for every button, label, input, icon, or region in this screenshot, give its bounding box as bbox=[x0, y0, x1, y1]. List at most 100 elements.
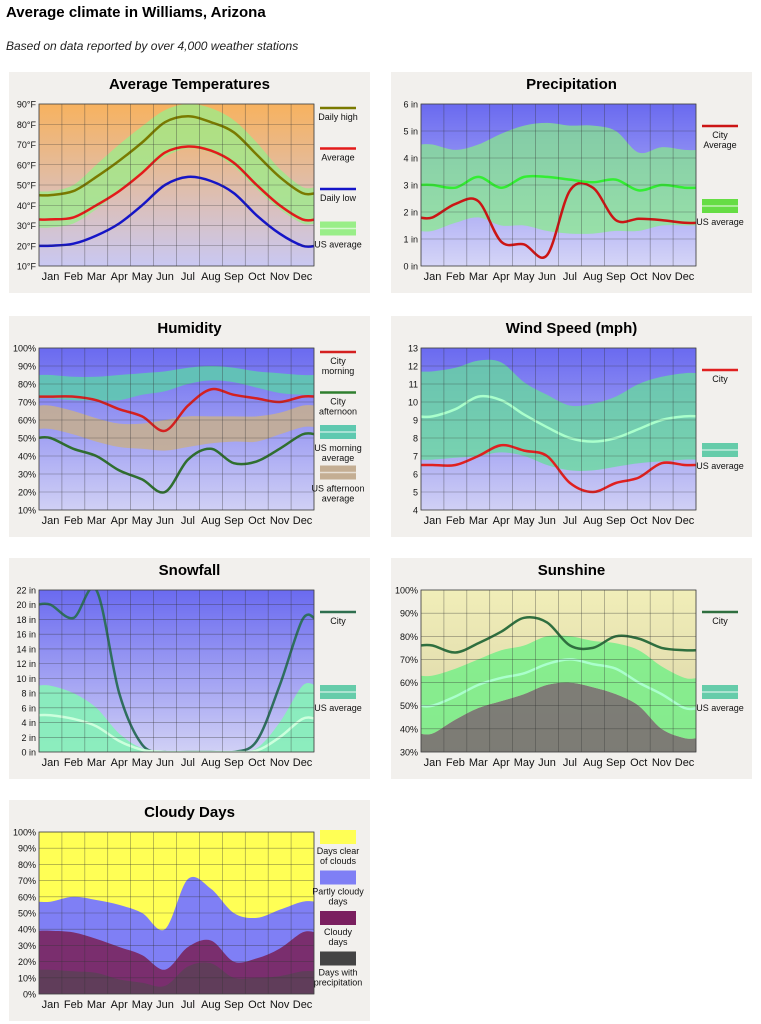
chart-humidity: 10% 20% 30% 40% 50% 60% 70% 80% 90% 100% Jan Feb Mar… bbox=[13, 344, 365, 528]
y-tick-label: 30% bbox=[18, 941, 36, 951]
y-tick-label: 60% bbox=[18, 892, 36, 902]
legend-item-city: City bbox=[702, 368, 738, 384]
y-tick-label: 100% bbox=[13, 828, 36, 838]
legend-item-us-average: US average bbox=[696, 685, 744, 713]
chart-temperature: 10°F 20°F 30°F 40°F 50°F 60°F 70°F 80°F 90°F Jan F… bbox=[17, 100, 362, 284]
x-tick-label: Feb bbox=[64, 271, 83, 283]
legend-label: US average bbox=[314, 240, 362, 250]
legend-label: City bbox=[712, 616, 728, 626]
x-tick-label: Nov bbox=[652, 757, 672, 769]
x-tick-label: Apr bbox=[493, 515, 510, 527]
x-tick-label: Aug bbox=[201, 515, 221, 527]
x-tick-label: Nov bbox=[270, 757, 290, 769]
x-tick-label: Sep bbox=[606, 271, 626, 283]
y-tick-label: 10% bbox=[18, 506, 36, 516]
x-tick-label: Aug bbox=[201, 999, 221, 1011]
plot-border bbox=[38, 831, 315, 995]
y-tick-label: 100% bbox=[395, 586, 418, 596]
x-tick-label: Apr bbox=[493, 757, 510, 769]
legend-swatch bbox=[320, 911, 356, 925]
legend-item-us-average: US average bbox=[314, 685, 362, 713]
legend-label: Daily high bbox=[318, 112, 358, 122]
y-tick-label: 11 bbox=[409, 380, 418, 390]
chart-title: Humidity bbox=[157, 320, 222, 337]
x-tick-label: Apr bbox=[111, 999, 128, 1011]
x-tick-label: Jun bbox=[156, 271, 174, 283]
y-tick-label: 20°F bbox=[17, 241, 37, 251]
x-tick-label: Sep bbox=[606, 515, 626, 527]
y-tick-label: 70% bbox=[400, 655, 418, 665]
y-tick-label: 12 bbox=[408, 362, 418, 372]
chart-title: Average Temperatures bbox=[109, 76, 270, 93]
x-tick-label: Sep bbox=[606, 757, 626, 769]
series-line-city bbox=[39, 590, 314, 752]
x-tick-label: Apr bbox=[111, 515, 128, 527]
x-tick-label: Apr bbox=[111, 271, 128, 283]
y-tick-label: 14 in bbox=[16, 644, 36, 654]
x-tick-label: May bbox=[514, 515, 535, 527]
x-tick-label: Jun bbox=[538, 515, 556, 527]
y-tick-label: 60% bbox=[18, 416, 36, 426]
y-tick-label: 16 in bbox=[16, 630, 36, 640]
legend-swatch bbox=[320, 870, 356, 885]
x-tick-label: Oct bbox=[630, 515, 647, 527]
legend-label: City bbox=[330, 616, 346, 626]
x-tick-label: Jul bbox=[181, 271, 195, 283]
legend-item-us-average: US average bbox=[696, 443, 744, 471]
chart-snowfall: 0 in 2 in 4 in 6 in 8 in 10 in 12 in 14 in 16 in… bbox=[16, 586, 362, 770]
x-tick-label: Mar bbox=[87, 515, 106, 527]
legend-item-city-average: City Average bbox=[702, 124, 738, 150]
x-tick-label: May bbox=[132, 757, 153, 769]
x-tick-label: Jun bbox=[156, 757, 174, 769]
y-tick-label: 40% bbox=[18, 925, 36, 935]
x-tick-label: Sep bbox=[224, 515, 244, 527]
y-tick-label: 0 in bbox=[403, 262, 418, 272]
legend-label: US average bbox=[314, 703, 362, 713]
y-tick-label: 0% bbox=[23, 990, 36, 1000]
x-tick-label: Oct bbox=[248, 515, 265, 527]
x-tick-label: Jun bbox=[538, 271, 556, 283]
y-tick-label: 90°F bbox=[17, 100, 37, 110]
x-tick-label: Nov bbox=[652, 271, 672, 283]
plot-border bbox=[420, 103, 697, 267]
legend-label: Average bbox=[321, 153, 354, 163]
chart-title: Wind Speed (mph) bbox=[505, 320, 638, 337]
y-tick-label: 9 bbox=[413, 416, 418, 426]
y-tick-label: 50°F bbox=[17, 181, 37, 191]
x-tick-label: Feb bbox=[64, 999, 83, 1011]
x-tick-label: Mar bbox=[87, 757, 106, 769]
x-tick-label: Jan bbox=[42, 515, 60, 527]
y-tick-label: 4 in bbox=[21, 718, 36, 728]
legend-label: Daily low bbox=[320, 193, 357, 203]
chart-panel-humidity: 10% 20% 30% 40% 50% 60% 70% 80% 90% 100% Jan Feb Mar… bbox=[9, 316, 370, 537]
y-tick-label: 80% bbox=[18, 380, 36, 390]
y-tick-label: 50% bbox=[400, 701, 418, 711]
y-tick-label: 40% bbox=[400, 724, 418, 734]
y-tick-label: 1 in bbox=[403, 235, 418, 245]
x-tick-label: Dec bbox=[675, 757, 695, 769]
y-tick-label: 18 in bbox=[16, 615, 36, 625]
legend-label: Partly cloudy days bbox=[312, 887, 364, 907]
legend-label: City bbox=[712, 374, 728, 384]
x-tick-label: Jul bbox=[181, 999, 195, 1011]
chart-precipitation: 0 in 1 in 2 in 3 in 4 in 5 in 6 in Jan Feb Mar Apr… bbox=[403, 100, 744, 284]
x-tick-label: Mar bbox=[469, 757, 488, 769]
y-tick-label: 6 in bbox=[21, 703, 36, 713]
y-tick-label: 4 in bbox=[403, 154, 418, 164]
x-tick-label: Nov bbox=[652, 515, 672, 527]
legend-label: US average bbox=[696, 217, 744, 227]
chart-panel-sunshine: 30% 40% 50% 60% 70% 80% 90% 100% Jan Feb Mar Apr May… bbox=[391, 558, 752, 779]
x-tick-label: Nov bbox=[270, 999, 290, 1011]
x-tick-label: Sep bbox=[224, 999, 244, 1011]
x-tick-label: Sep bbox=[224, 757, 244, 769]
y-tick-label: 50% bbox=[18, 434, 36, 444]
x-tick-label: Jan bbox=[424, 757, 442, 769]
y-tick-label: 40% bbox=[18, 452, 36, 462]
plot-border bbox=[38, 347, 315, 511]
x-tick-label: Feb bbox=[446, 271, 465, 283]
chart-title: Precipitation bbox=[526, 76, 617, 93]
x-tick-label: May bbox=[132, 999, 153, 1011]
x-tick-label: Aug bbox=[583, 757, 603, 769]
y-tick-label: 2 in bbox=[21, 733, 36, 743]
x-tick-label: Oct bbox=[248, 271, 265, 283]
